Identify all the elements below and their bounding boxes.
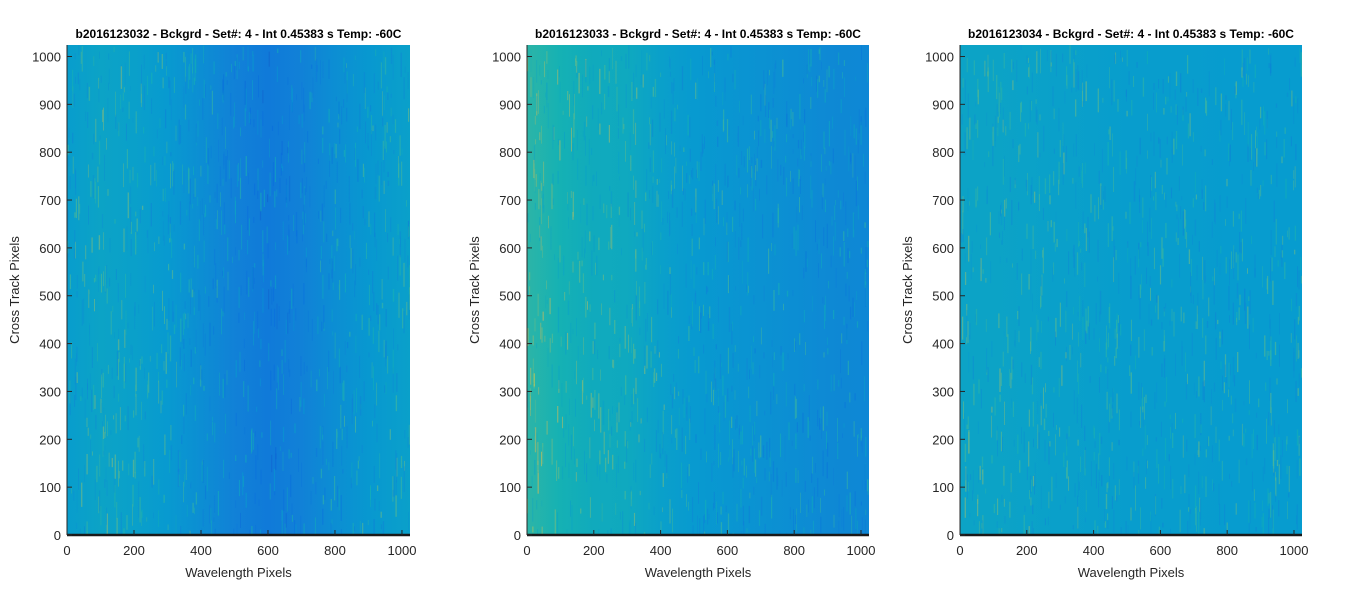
y-tick-label: 700 [39,193,61,208]
x-tick-label: 800 [1216,543,1238,558]
y-tick-label: 1000 [925,49,954,64]
y-tick-label: 200 [39,432,61,447]
y-tick-label: 1000 [32,49,61,64]
y-tick-label: 700 [499,193,521,208]
x-tick-label: 200 [123,543,145,558]
y-tick-label: 400 [39,337,61,352]
y-tick-label: 100 [499,480,521,495]
x-tick-label: 0 [956,543,963,558]
x-tick-label: 0 [523,543,530,558]
y-axis-label: Cross Track Pixels [7,236,22,344]
heatmap-noise [960,45,1302,535]
heatmap-noise [67,45,410,535]
x-axis-label: Wavelength Pixels [185,565,292,580]
heatmap-image [527,45,869,535]
y-tick-label: 300 [932,384,954,399]
y-tick-label: 500 [499,289,521,304]
y-tick-label: 400 [499,337,521,352]
y-tick-label: 400 [932,337,954,352]
y-tick-label: 500 [39,289,61,304]
x-tick-label: 800 [324,543,346,558]
heatmap-panel-2: b2016123033 - Bckgrd - Set#: 4 - Int 0.4… [467,27,875,580]
y-axis-label: Cross Track Pixels [467,236,482,344]
x-axis-label: Wavelength Pixels [645,565,752,580]
chart-title: b2016123033 - Bckgrd - Set#: 4 - Int 0.4… [535,27,861,41]
y-tick-label: 0 [947,528,954,543]
heatmap-panel-3: b2016123034 - Bckgrd - Set#: 4 - Int 0.4… [900,27,1308,580]
y-tick-label: 600 [932,241,954,256]
x-axis-label: Wavelength Pixels [1078,565,1185,580]
chart-title: b2016123032 - Bckgrd - Set#: 4 - Int 0.4… [76,27,402,41]
x-tick-label: 600 [257,543,279,558]
y-axis-label: Cross Track Pixels [900,236,915,344]
x-tick-label: 200 [1016,543,1038,558]
y-tick-label: 800 [932,145,954,160]
heatmap-panel-1: b2016123032 - Bckgrd - Set#: 4 - Int 0.4… [7,27,416,580]
x-tick-label: 400 [190,543,212,558]
y-tick-label: 200 [932,432,954,447]
x-tick-label: 600 [717,543,739,558]
y-tick-label: 800 [499,145,521,160]
y-tick-label: 900 [39,97,61,112]
y-tick-label: 500 [932,289,954,304]
y-tick-label: 200 [499,432,521,447]
x-tick-label: 1000 [1280,543,1309,558]
chart-title: b2016123034 - Bckgrd - Set#: 4 - Int 0.4… [968,27,1294,41]
x-tick-label: 400 [650,543,672,558]
x-tick-label: 200 [583,543,605,558]
x-tick-label: 1000 [847,543,876,558]
x-tick-label: 1000 [388,543,417,558]
y-tick-label: 300 [499,384,521,399]
y-tick-label: 1000 [492,49,521,64]
y-tick-label: 700 [932,193,954,208]
y-tick-label: 900 [932,97,954,112]
y-tick-label: 600 [39,241,61,256]
y-tick-label: 100 [932,480,954,495]
y-tick-label: 900 [499,97,521,112]
y-tick-label: 0 [514,528,521,543]
x-tick-label: 0 [63,543,70,558]
heatmap-noise [527,45,869,535]
heatmap-image [960,45,1302,535]
x-tick-label: 400 [1083,543,1105,558]
y-tick-label: 0 [54,528,61,543]
x-tick-label: 800 [783,543,805,558]
y-tick-label: 100 [39,480,61,495]
x-tick-label: 600 [1150,543,1172,558]
y-tick-label: 300 [39,384,61,399]
y-tick-label: 800 [39,145,61,160]
heatmap-image [67,45,410,535]
y-tick-label: 600 [499,241,521,256]
